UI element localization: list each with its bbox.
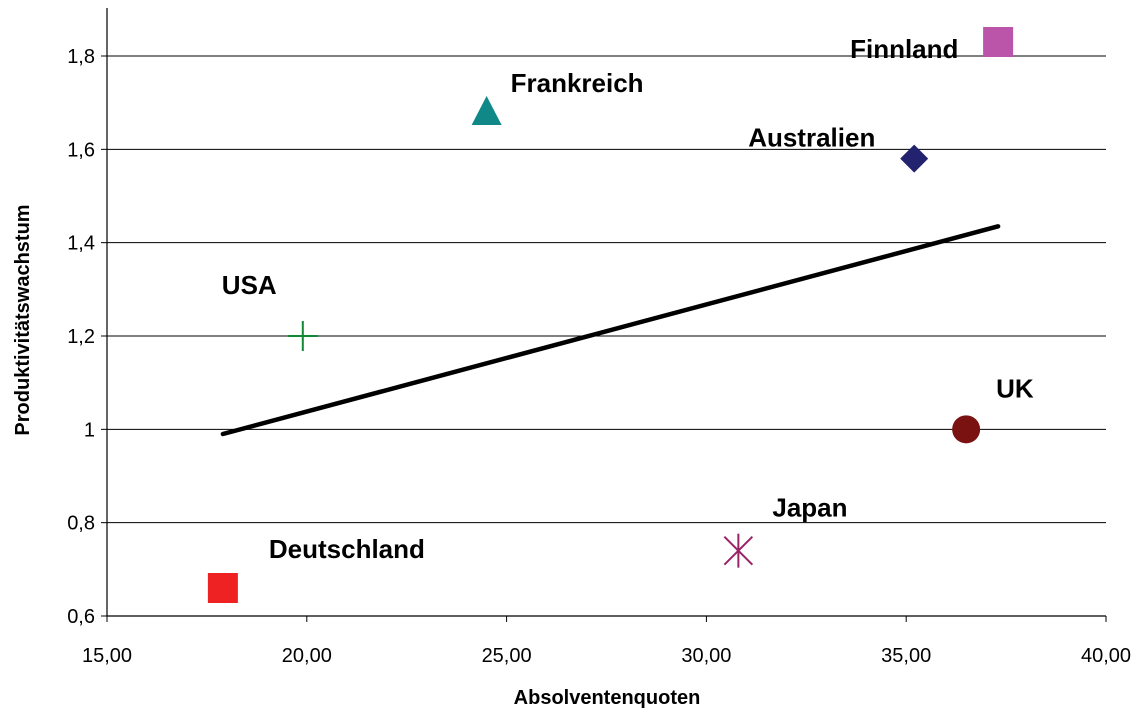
label-deutschland: Deutschland: [269, 534, 425, 564]
label-finnland: Finnland: [850, 34, 958, 64]
label-japan: Japan: [772, 493, 847, 523]
point-frankreich: [471, 96, 502, 125]
axes: [101, 8, 1107, 622]
y-tick-label: 1,2: [67, 326, 95, 348]
trendline-group: [220, 224, 1001, 437]
tick-labels: 0,6 0,8 1 1,2 1,4 1,6 1,8 15,00 20,00 25,00 30,00 3…: [67, 46, 1131, 667]
label-australien: Australien: [748, 123, 875, 153]
y-tick-label: 1,6: [67, 139, 95, 161]
y-tick-label: 0,6: [67, 606, 95, 628]
x-tick-label: 20,00: [282, 645, 332, 667]
x-axis-title: Absolventenquoten: [514, 687, 701, 709]
point-uk: [952, 415, 981, 444]
point-finnland: [983, 27, 1014, 57]
x-tick-label: 40,00: [1081, 645, 1131, 667]
point-labels: Finnland Frankreich Australien USA UK Japan De…: [222, 34, 1034, 564]
point-deutschland: [207, 573, 238, 603]
trendline: [220, 224, 1001, 437]
y-tick-label: 0,8: [67, 513, 95, 535]
y-tick-label: 1: [84, 419, 95, 441]
label-frankreich: Frankreich: [511, 68, 644, 98]
point-japan: [723, 533, 754, 568]
y-tick-label: 1,8: [67, 46, 95, 68]
asterisk-stroke-d2: [723, 535, 754, 566]
label-uk: UK: [996, 373, 1034, 403]
gridlines: [107, 55, 1106, 524]
point-usa: [287, 321, 318, 351]
x-tick-label: 35,00: [881, 645, 931, 667]
point-australien: [900, 144, 929, 173]
y-tick-label: 1,4: [67, 233, 95, 255]
label-usa: USA: [222, 270, 277, 300]
x-tick-label: 30,00: [681, 645, 731, 667]
data-points: [207, 27, 1014, 603]
x-tick-label: 25,00: [482, 645, 532, 667]
y-axis-title: Produktivitätswachstum: [12, 204, 34, 435]
x-tick-label: 15,00: [82, 645, 132, 667]
